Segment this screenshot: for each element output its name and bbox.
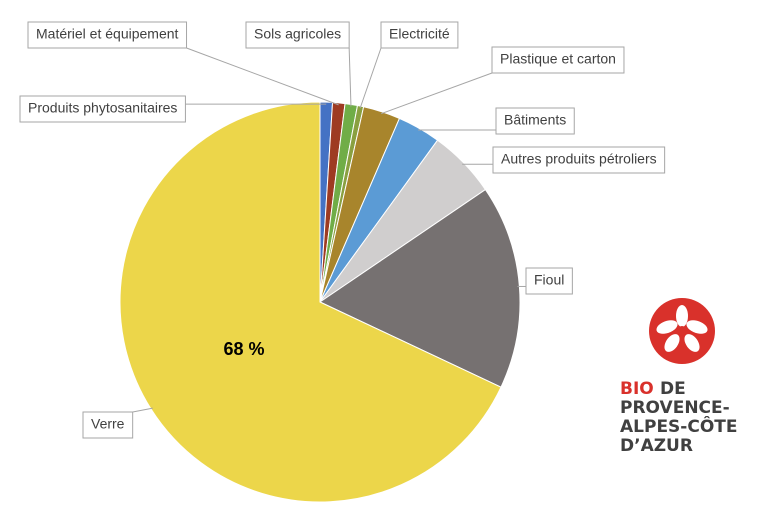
logo-text: ALPES-CÔTE — [620, 415, 738, 437]
logo: BIO DE PROVENCE- ALPES-CÔTE D’AZUR — [620, 298, 738, 456]
leader-line — [348, 47, 352, 107]
legend-label: Bâtiments — [504, 112, 566, 128]
legend-label: Produits phytosanitaires — [28, 100, 177, 116]
label-box — [495, 107, 575, 135]
legend-label: Plastique et carton — [500, 51, 616, 67]
leader-line — [186, 47, 339, 106]
label-box — [380, 21, 459, 49]
logo-text: PROVENCE- — [620, 398, 730, 418]
leaders — [132, 47, 526, 413]
legend-label: Verre — [91, 416, 125, 432]
label-box — [19, 95, 186, 123]
label-box — [525, 267, 573, 295]
data-label: 68 % — [223, 339, 264, 359]
label-box — [82, 411, 134, 439]
pie: 68 % — [119, 101, 521, 503]
leader-line — [359, 47, 382, 109]
legend-label: Matériel et équipement — [36, 26, 179, 42]
logo-flower — [656, 305, 708, 352]
label-box — [27, 21, 188, 49]
label-box — [245, 21, 350, 49]
label-box — [491, 46, 625, 74]
pie-slice — [119, 101, 502, 503]
logo-text: DE — [660, 379, 686, 399]
legend-label: Autres produits pétroliers — [501, 151, 657, 167]
labels: Produits phytosanitaires Matériel et équi… — [19, 21, 666, 439]
legend-label: Sols agricoles — [254, 26, 341, 42]
logo-text: BIO — [620, 379, 654, 399]
leader-line — [132, 407, 153, 413]
logo-text: D’AZUR — [620, 436, 693, 456]
leader-line — [381, 72, 493, 115]
legend-label: Fioul — [534, 272, 564, 288]
legend-label: Electricité — [389, 26, 450, 42]
label-box — [492, 146, 666, 174]
